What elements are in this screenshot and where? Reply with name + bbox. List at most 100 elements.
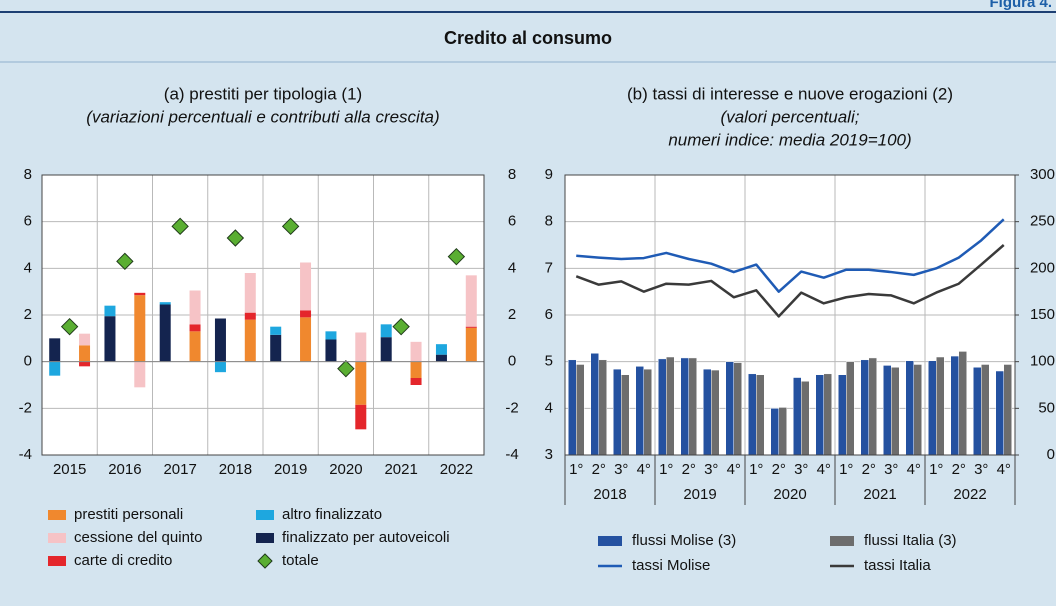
bar-segment [244,312,256,320]
y-tick-label: -4 [19,446,32,463]
bar [621,374,630,456]
total-marker [60,317,79,336]
bar [846,361,855,456]
bar [868,357,877,456]
total-marker [226,229,245,247]
bar-segment [104,305,116,317]
bar [725,361,734,456]
y2-tick-label: 50 [1038,399,1055,416]
legend-label: carte di credito [74,552,172,569]
bar [905,360,914,456]
bar-segment [214,361,226,373]
y-tick-label: 4 [545,399,553,416]
bar [568,359,577,456]
bar-segment [214,318,226,362]
x-tick-label: 2° [772,461,786,478]
bar-segment [325,331,337,340]
y2-tick-label: 300 [1030,166,1055,183]
legend-label: flussi Molise (3) [632,532,736,549]
bar [770,408,779,456]
y-tick-label-right: 6 [508,213,516,230]
bar [688,357,697,456]
bar [680,357,689,456]
x-tick-label: 2016 [108,461,141,478]
y-tick-label-right: 8 [508,166,516,183]
legend-swatch [48,533,66,543]
line-series [576,218,1005,293]
x-tick-label: 2021 [384,461,417,478]
legend-label: tassi Molise [632,557,710,574]
subtitle: (variazioni percentuali e contributi all… [86,107,439,126]
x-tick-label: 4° [817,461,831,478]
x-tick-label: 2° [592,461,606,478]
bar-segment [49,338,61,362]
x-tick-label: 2018 [219,461,252,478]
total-marker [171,217,189,236]
x-tick-label: 1° [839,461,853,478]
legend-swatch [830,536,854,546]
legend-swatch [48,556,66,566]
x-tick-label: 1° [749,461,763,478]
bar-segment [244,273,256,313]
bar [973,367,982,456]
bar-segment [410,361,422,378]
bar [958,351,967,456]
bar [756,374,765,456]
bar-segment [465,275,477,327]
x-tick-label: 3° [974,461,988,478]
bar [658,358,667,456]
total-marker [116,252,134,271]
group-label: 2020 [773,486,806,503]
legend-swatch [48,510,66,520]
total-marker [392,317,410,336]
plot-frame [41,174,485,456]
bar [860,359,869,456]
y-tick-label: 6 [545,306,553,323]
bar-segment [465,326,477,328]
bar-segment [79,361,91,367]
bar-segment [355,361,367,405]
bar [981,364,990,456]
y2-tick-label: 250 [1030,213,1055,230]
y-tick-label-right: -2 [505,399,518,416]
bar [950,355,959,456]
y2-tick-label: 100 [1030,353,1055,370]
bar [590,353,599,456]
bar-segment [300,262,312,311]
bar [748,373,757,456]
subtitle: (b) tassi di interesse e nuove erogazion… [627,84,953,103]
bar-segment [159,304,171,362]
legend-swatch [598,536,622,546]
bar-segment [189,331,201,362]
y-tick-label: 6 [24,213,32,230]
bar-segment [79,345,91,362]
bar [635,366,644,456]
plot-frame [564,174,1016,456]
bar [891,367,900,456]
x-tick-label: 4° [727,461,741,478]
total-marker [337,359,355,378]
bar [801,381,810,456]
bar [733,362,742,456]
bar [778,407,787,456]
x-tick-label: 4° [997,461,1011,478]
x-tick-label: 1° [569,461,583,478]
x-tick-label: 3° [794,461,808,478]
legend-label: totale [282,552,319,569]
bar-segment [435,344,447,355]
bar-segment [410,341,422,362]
y2-tick-label: 150 [1030,306,1055,323]
bar-segment [410,378,422,385]
legend-label: altro finalizzato [282,506,382,523]
x-tick-label: 2022 [440,461,473,478]
bar-segment [435,354,447,362]
bar [883,365,892,456]
bar [823,373,832,456]
x-tick-label: 2017 [163,461,196,478]
bar [1003,364,1012,456]
bar [913,364,922,456]
y-tick-label: 4 [24,259,32,276]
bar-segment [189,290,201,325]
bar-segment [244,319,256,362]
